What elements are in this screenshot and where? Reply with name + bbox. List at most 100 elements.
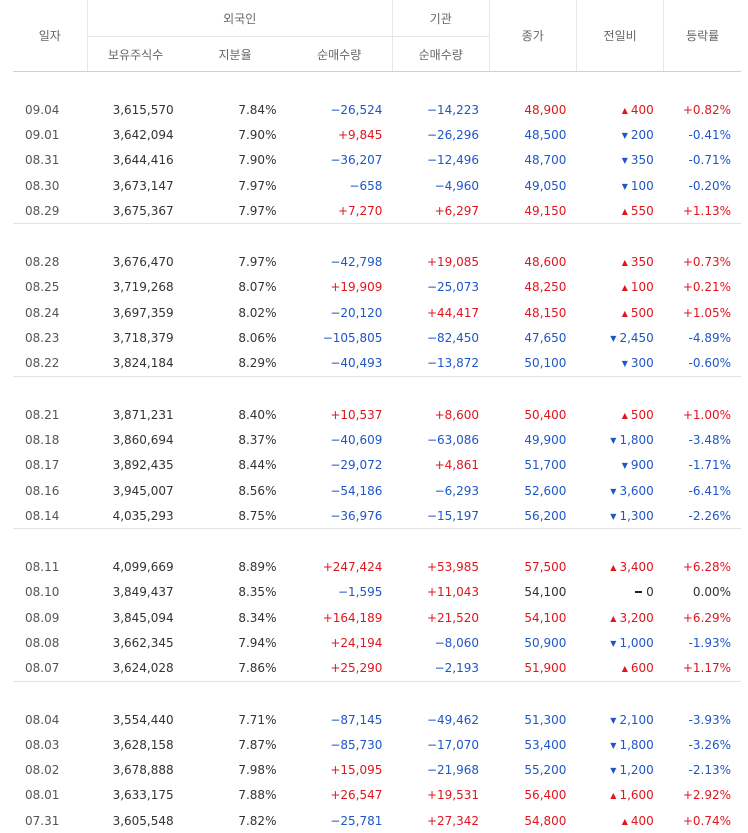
cell-change-value: 0 bbox=[646, 585, 654, 599]
cell-holdings: 3,860,694 bbox=[87, 427, 184, 452]
cell-holdings: 3,633,175 bbox=[87, 783, 184, 808]
cell-change-value: 3,600 bbox=[619, 484, 653, 498]
arrow-down-icon: ▼ bbox=[610, 436, 616, 445]
cell-pct: +1.17% bbox=[664, 656, 741, 682]
cell-change: ▼200 bbox=[576, 122, 663, 147]
cell-date: 08.28 bbox=[13, 249, 87, 274]
cell-close: 48,600 bbox=[489, 249, 576, 274]
cell-inst-net: −26,296 bbox=[392, 122, 489, 147]
cell-change: ▼2,450 bbox=[576, 325, 663, 350]
header-inst-net: 순매수량 bbox=[392, 37, 489, 72]
cell-close: 52,600 bbox=[489, 478, 576, 503]
cell-holdings: 4,035,293 bbox=[87, 503, 184, 529]
cell-close: 50,900 bbox=[489, 630, 576, 655]
group-spacer bbox=[13, 377, 741, 402]
cell-inst-net: −17,070 bbox=[392, 732, 489, 757]
cell-close: 48,500 bbox=[489, 122, 576, 147]
cell-close: 48,150 bbox=[489, 300, 576, 325]
cell-holdings: 3,871,231 bbox=[87, 402, 184, 427]
arrow-down-icon: ▼ bbox=[610, 741, 616, 750]
arrow-down-icon: ▼ bbox=[610, 512, 616, 521]
cell-ratio: 7.90% bbox=[184, 148, 287, 173]
cell-ratio: 8.44% bbox=[184, 453, 287, 478]
cell-inst-net: −4,960 bbox=[392, 173, 489, 198]
cell-ratio: 7.82% bbox=[184, 808, 287, 833]
cell-change-value: 2,100 bbox=[619, 713, 653, 727]
cell-inst-net: −82,450 bbox=[392, 325, 489, 350]
cell-date: 08.14 bbox=[13, 503, 87, 529]
cell-change: ▲1,600 bbox=[576, 783, 663, 808]
cell-ratio: 7.86% bbox=[184, 656, 287, 682]
cell-holdings: 3,678,888 bbox=[87, 758, 184, 783]
cell-inst-net: +8,600 bbox=[392, 402, 489, 427]
cell-pct: -3.93% bbox=[664, 707, 741, 732]
cell-holdings: 3,845,094 bbox=[87, 605, 184, 630]
cell-change-value: 2,450 bbox=[619, 331, 653, 345]
cell-ratio: 7.87% bbox=[184, 732, 287, 757]
cell-date: 08.21 bbox=[13, 402, 87, 427]
cell-ratio: 7.97% bbox=[184, 249, 287, 274]
cell-close: 54,100 bbox=[489, 605, 576, 630]
cell-pct: -6.41% bbox=[664, 478, 741, 503]
cell-close: 50,100 bbox=[489, 351, 576, 377]
cell-date: 09.04 bbox=[13, 97, 87, 122]
cell-close: 48,700 bbox=[489, 148, 576, 173]
cell-change: ▼1,000 bbox=[576, 630, 663, 655]
cell-pct: -1.93% bbox=[664, 630, 741, 655]
arrow-down-icon: ▼ bbox=[622, 461, 628, 470]
cell-ratio: 7.71% bbox=[184, 707, 287, 732]
cell-change: ▼1,300 bbox=[576, 503, 663, 529]
cell-holdings: 3,673,147 bbox=[87, 173, 184, 198]
arrow-up-icon: ▲ bbox=[622, 817, 628, 826]
cell-foreign-net: −29,072 bbox=[286, 453, 392, 478]
cell-foreign-net: +7,270 bbox=[286, 198, 392, 224]
cell-close: 51,700 bbox=[489, 453, 576, 478]
cell-close: 51,300 bbox=[489, 707, 576, 732]
cell-change-value: 400 bbox=[631, 814, 654, 828]
group-spacer bbox=[13, 682, 741, 707]
arrow-down-icon: ▼ bbox=[622, 156, 628, 165]
arrow-up-icon: ▲ bbox=[610, 791, 616, 800]
cell-ratio: 7.88% bbox=[184, 783, 287, 808]
cell-inst-net: +4,861 bbox=[392, 453, 489, 478]
cell-ratio: 8.89% bbox=[184, 554, 287, 579]
cell-ratio: 8.35% bbox=[184, 580, 287, 605]
cell-change: ▲100 bbox=[576, 275, 663, 300]
cell-date: 09.01 bbox=[13, 122, 87, 147]
cell-change: ▼900 bbox=[576, 453, 663, 478]
cell-change: ▲400 bbox=[576, 808, 663, 833]
cell-foreign-net: −36,207 bbox=[286, 148, 392, 173]
arrow-up-icon: ▲ bbox=[622, 258, 628, 267]
group-spacer bbox=[13, 72, 741, 98]
cell-pct: -2.26% bbox=[664, 503, 741, 529]
arrow-up-icon: ▲ bbox=[622, 283, 628, 292]
cell-change-value: 350 bbox=[631, 153, 654, 167]
cell-holdings: 3,718,379 bbox=[87, 325, 184, 350]
cell-change-value: 1,200 bbox=[619, 763, 653, 777]
cell-ratio: 7.94% bbox=[184, 630, 287, 655]
cell-pct: -1.71% bbox=[664, 453, 741, 478]
cell-ratio: 7.97% bbox=[184, 173, 287, 198]
cell-date: 08.16 bbox=[13, 478, 87, 503]
cell-date: 08.09 bbox=[13, 605, 87, 630]
cell-change: ▼300 bbox=[576, 351, 663, 377]
cell-close: 56,400 bbox=[489, 783, 576, 808]
cell-pct: -0.20% bbox=[664, 173, 741, 198]
cell-change-value: 500 bbox=[631, 408, 654, 422]
group-spacer bbox=[13, 224, 741, 249]
cell-close: 51,900 bbox=[489, 656, 576, 682]
cell-change-value: 1,800 bbox=[619, 738, 653, 752]
cell-ratio: 8.56% bbox=[184, 478, 287, 503]
cell-date: 08.03 bbox=[13, 732, 87, 757]
cell-date: 08.11 bbox=[13, 554, 87, 579]
cell-holdings: 3,849,437 bbox=[87, 580, 184, 605]
cell-inst-net: −13,872 bbox=[392, 351, 489, 377]
arrow-up-icon: ▲ bbox=[622, 207, 628, 216]
